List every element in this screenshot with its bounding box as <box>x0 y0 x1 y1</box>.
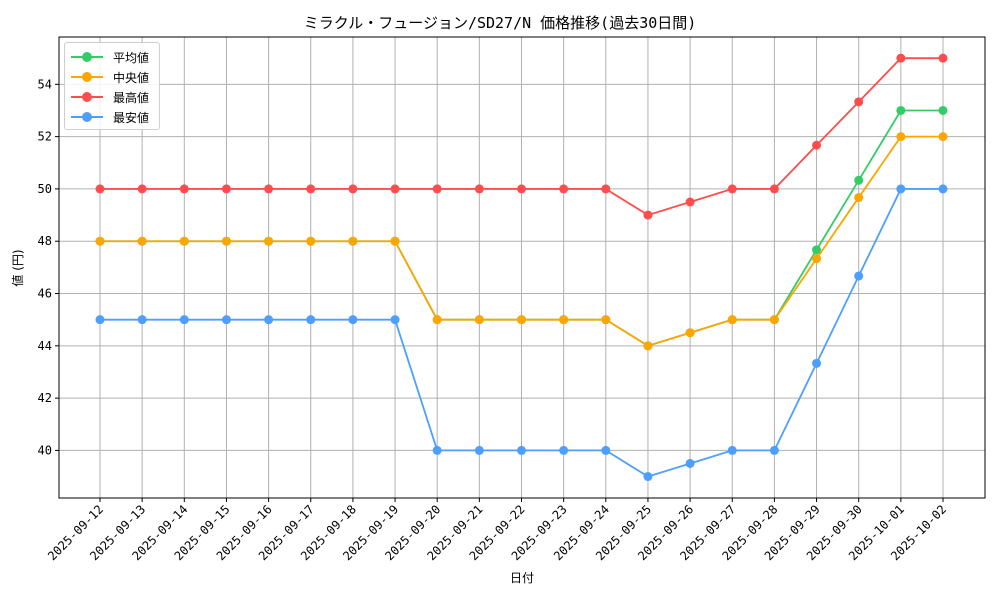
data-point <box>896 105 906 115</box>
series-line <box>95 184 948 482</box>
data-point <box>896 132 906 142</box>
legend-marker-icon <box>71 48 103 66</box>
data-point <box>137 184 147 194</box>
data-point <box>854 271 864 281</box>
data-point <box>306 184 316 194</box>
y-tick-label: 42 <box>38 391 52 405</box>
y-tick-label: 44 <box>38 339 52 353</box>
data-point <box>938 105 948 115</box>
data-point <box>432 315 442 325</box>
series-layer <box>95 53 948 482</box>
legend-item-max: 最高値 <box>71 88 149 106</box>
data-point <box>727 315 737 325</box>
data-point <box>769 184 779 194</box>
data-point <box>517 184 526 194</box>
data-point <box>896 184 906 194</box>
data-point <box>685 197 695 207</box>
legend: 平均値 中央値 最高値 最安値 <box>64 42 160 130</box>
data-point <box>643 472 653 482</box>
series-line <box>95 53 948 220</box>
data-point <box>685 328 695 338</box>
legend-label: 中央値 <box>113 70 150 85</box>
y-axis-ticks: 40 42 44 46 48 50 52 54 <box>38 77 59 457</box>
data-point <box>769 445 779 455</box>
legend-label: 最安値 <box>113 110 150 125</box>
data-point <box>95 315 105 325</box>
data-point <box>348 315 358 325</box>
data-point <box>854 97 864 107</box>
data-point <box>137 315 147 325</box>
data-point <box>221 315 231 325</box>
data-point <box>306 236 316 246</box>
data-point <box>474 445 484 455</box>
data-point <box>643 341 653 351</box>
legend-item-average: 平均値 <box>71 48 149 66</box>
data-point <box>559 445 569 455</box>
data-point <box>601 315 611 325</box>
data-point <box>432 184 442 194</box>
data-point <box>854 175 864 185</box>
data-point <box>559 184 569 194</box>
data-point <box>306 315 316 325</box>
y-tick-label: 40 <box>38 443 52 457</box>
legend-marker-icon <box>71 68 103 86</box>
legend-marker-icon <box>71 88 103 106</box>
data-point <box>95 184 105 194</box>
data-point <box>854 193 864 203</box>
data-point <box>812 245 822 255</box>
data-point <box>938 132 948 142</box>
legend-item-median: 中央値 <box>71 68 149 86</box>
data-point <box>474 184 484 194</box>
data-point <box>643 210 653 220</box>
data-point <box>517 445 526 455</box>
data-point <box>896 53 906 63</box>
y-tick-label: 54 <box>38 77 52 91</box>
data-point <box>348 184 358 194</box>
data-point <box>390 236 400 246</box>
data-point <box>264 184 274 194</box>
data-point <box>812 254 822 264</box>
data-point <box>432 445 442 455</box>
data-point <box>517 315 526 325</box>
y-tick-label: 48 <box>38 234 52 248</box>
x-axis-label: 日付 <box>510 571 534 585</box>
y-tick-label: 46 <box>38 287 52 301</box>
chart-title: ミラクル・フュージョン/SD27/N 価格推移(過去30日間) <box>303 14 697 32</box>
data-point <box>264 315 274 325</box>
y-tick-label: 50 <box>38 182 52 196</box>
data-point <box>179 236 189 246</box>
data-point <box>179 315 189 325</box>
data-point <box>264 236 274 246</box>
y-tick-label: 52 <box>38 130 52 144</box>
data-point <box>769 315 779 325</box>
data-point <box>474 315 484 325</box>
grid-lines <box>59 37 985 498</box>
legend-label: 平均値 <box>113 50 150 65</box>
data-point <box>221 184 231 194</box>
data-point <box>95 236 105 246</box>
data-point <box>727 445 737 455</box>
data-point <box>727 184 737 194</box>
data-point <box>601 184 611 194</box>
data-point <box>221 236 231 246</box>
data-point <box>390 184 400 194</box>
legend-item-min: 最安値 <box>71 108 149 126</box>
data-point <box>559 315 569 325</box>
legend-label: 最高値 <box>113 90 150 105</box>
data-point <box>601 445 611 455</box>
data-point <box>390 315 400 325</box>
data-point <box>179 184 189 194</box>
data-point <box>137 236 147 246</box>
y-axis-label: 値 (円) <box>10 249 25 286</box>
data-point <box>938 184 948 194</box>
data-point <box>812 140 822 150</box>
data-point <box>812 358 822 368</box>
data-point <box>938 53 948 63</box>
data-point <box>348 236 358 246</box>
series-line <box>95 132 948 351</box>
data-point <box>685 458 695 468</box>
x-axis-ticks: 2025-09-122025-09-132025-09-142025-09-15… <box>45 498 949 563</box>
legend-marker-icon <box>71 108 103 126</box>
